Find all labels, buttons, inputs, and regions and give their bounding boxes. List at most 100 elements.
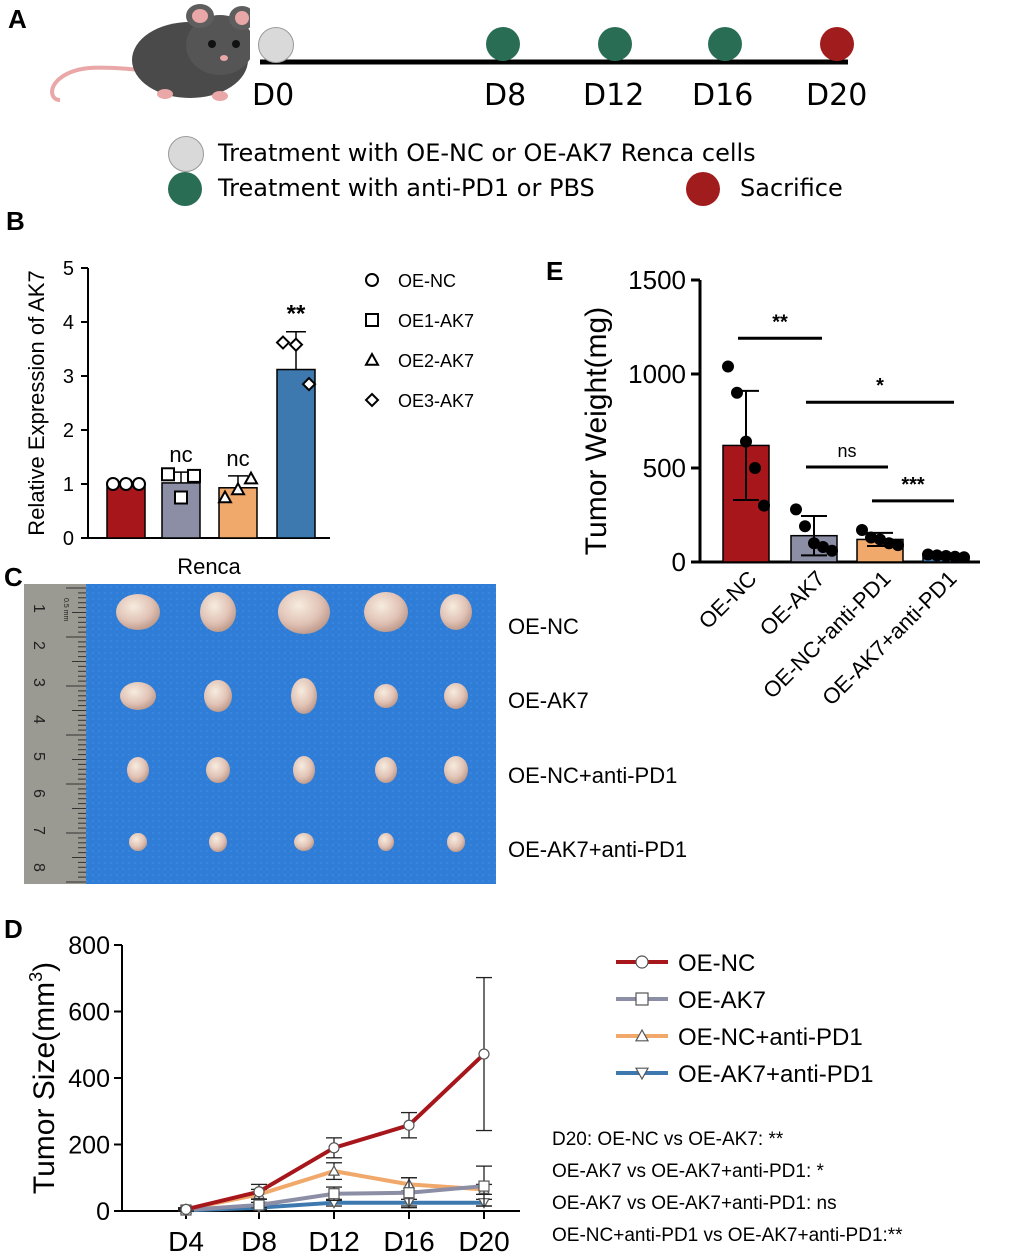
data-point [275,335,291,350]
legend-text-grey: Treatment with OE-NC or OE-AK7 Renca cel… [218,139,756,167]
y-tick-label: 4 [63,312,74,334]
data-point [230,481,246,496]
data-point [288,337,304,353]
data-point [119,477,133,491]
data-point [826,544,838,557]
significance-label: nc [169,442,192,467]
data-point [478,1180,490,1192]
ruler-number: 4 [30,715,47,724]
bar [106,483,146,539]
y-tick-label: 0 [63,528,74,550]
legend-dot-green [168,172,202,206]
tumor [129,833,147,851]
tumor [200,592,236,632]
significance-label: ** [287,301,306,328]
y-axis-label: Tumor Weight(mg) [580,307,613,555]
data-point [883,537,895,550]
tumor [374,684,398,708]
data-point [106,477,120,491]
tumor [293,756,315,784]
data-point [403,1187,415,1199]
tumor [375,757,397,783]
data-point [327,1164,341,1176]
data-point [749,462,761,474]
y-tick-label: 5 [63,258,74,280]
chart-b: 0 1 2 3 4 5 Relative Expression of AK7 Renca nc n… [24,258,474,579]
data-point [217,489,233,504]
timeline-day-label: D8 [484,78,527,113]
legend-marker [365,313,379,327]
data-point [722,360,734,373]
stats-line: OE-NC+anti-PD1 vs OE-AK7+anti-PD1:** [552,1225,903,1246]
legend-label: OE-NC+anti-PD1 [678,1024,863,1051]
stats-line: OE-AK7 vs OE-AK7+anti-PD1: ns [552,1193,837,1214]
bar [276,368,316,539]
x-tick-label: D4 [168,1226,204,1257]
tumor [440,594,472,630]
tumor [204,680,232,712]
data-point [478,1048,490,1060]
comparison-label: * [876,375,884,397]
legend-label: OE3-AK7 [398,391,474,411]
legend-label: OE2-AK7 [398,351,474,371]
y-tick-label: 500 [643,453,686,483]
photo-row-label: OE-NC+anti-PD1 [508,763,678,788]
timeline-dot-grey [258,27,294,63]
legend-marker [634,1067,650,1081]
data-point [931,549,943,562]
x-tick-label: D16 [383,1226,434,1257]
legend-dot-red [686,172,720,206]
tumor [294,833,314,851]
timeline-dot-green [598,27,632,61]
data-point [817,540,829,553]
legend-marker [364,351,380,366]
y-tick-label: 800 [68,932,110,960]
data-point [253,1186,265,1198]
data-point [790,503,802,516]
mouse-illustration [50,4,250,102]
data-point [958,551,970,564]
photo-row-label: OE-AK7+anti-PD1 [508,837,688,862]
comparison-label: ** [772,311,788,333]
panel-c-label: C [4,562,23,592]
legend-marker [634,1028,650,1042]
comparison-label: *** [901,474,925,496]
y-tick-label: 3 [63,366,74,388]
legend-marker [635,955,649,969]
stats-line: D20: OE-NC vs OE-AK7: ** [552,1129,784,1150]
data-point [940,549,952,562]
significance-label: nc [226,446,249,471]
ruler [24,584,86,884]
ruler-number: 8 [30,863,47,872]
tumor [444,683,468,709]
data-point [253,1199,265,1211]
legend-marker [635,992,649,1006]
data-point [740,435,752,448]
timeline-day-label: D12 [583,78,645,113]
legend-label: OE-AK7 [678,987,766,1014]
tumor-photo: 1 2 3 4 5 6 7 8 0.5 mm [24,584,496,884]
timeline-day-label: D16 [692,78,754,113]
y-axis-label: Relative Expression of AK7 [24,270,49,535]
tumor [209,832,227,852]
panel-b-label: B [6,206,25,236]
tumor [444,756,468,784]
panel-a-label: A [8,4,27,34]
data-point [865,531,877,544]
data-point [243,470,259,485]
data-point [174,490,188,505]
photo-background [24,584,496,884]
legend-label: OE-NC [678,950,755,977]
tumor [447,832,465,852]
data-point [808,537,820,550]
data-point [403,1119,415,1131]
timeline-dot-red [820,27,854,61]
legend-label: OE-AK7+anti-PD1 [678,1061,873,1088]
timeline-day-label: D0 [252,78,295,113]
legend-label: OE1-AK7 [398,311,474,331]
panel-e-label: E [546,256,564,286]
stats-block: D20: OE-NC vs OE-AK7: ** OE-AK7 vs OE-AK… [552,1124,903,1252]
x-axis-label: Renca [177,554,241,579]
bar [218,487,258,539]
